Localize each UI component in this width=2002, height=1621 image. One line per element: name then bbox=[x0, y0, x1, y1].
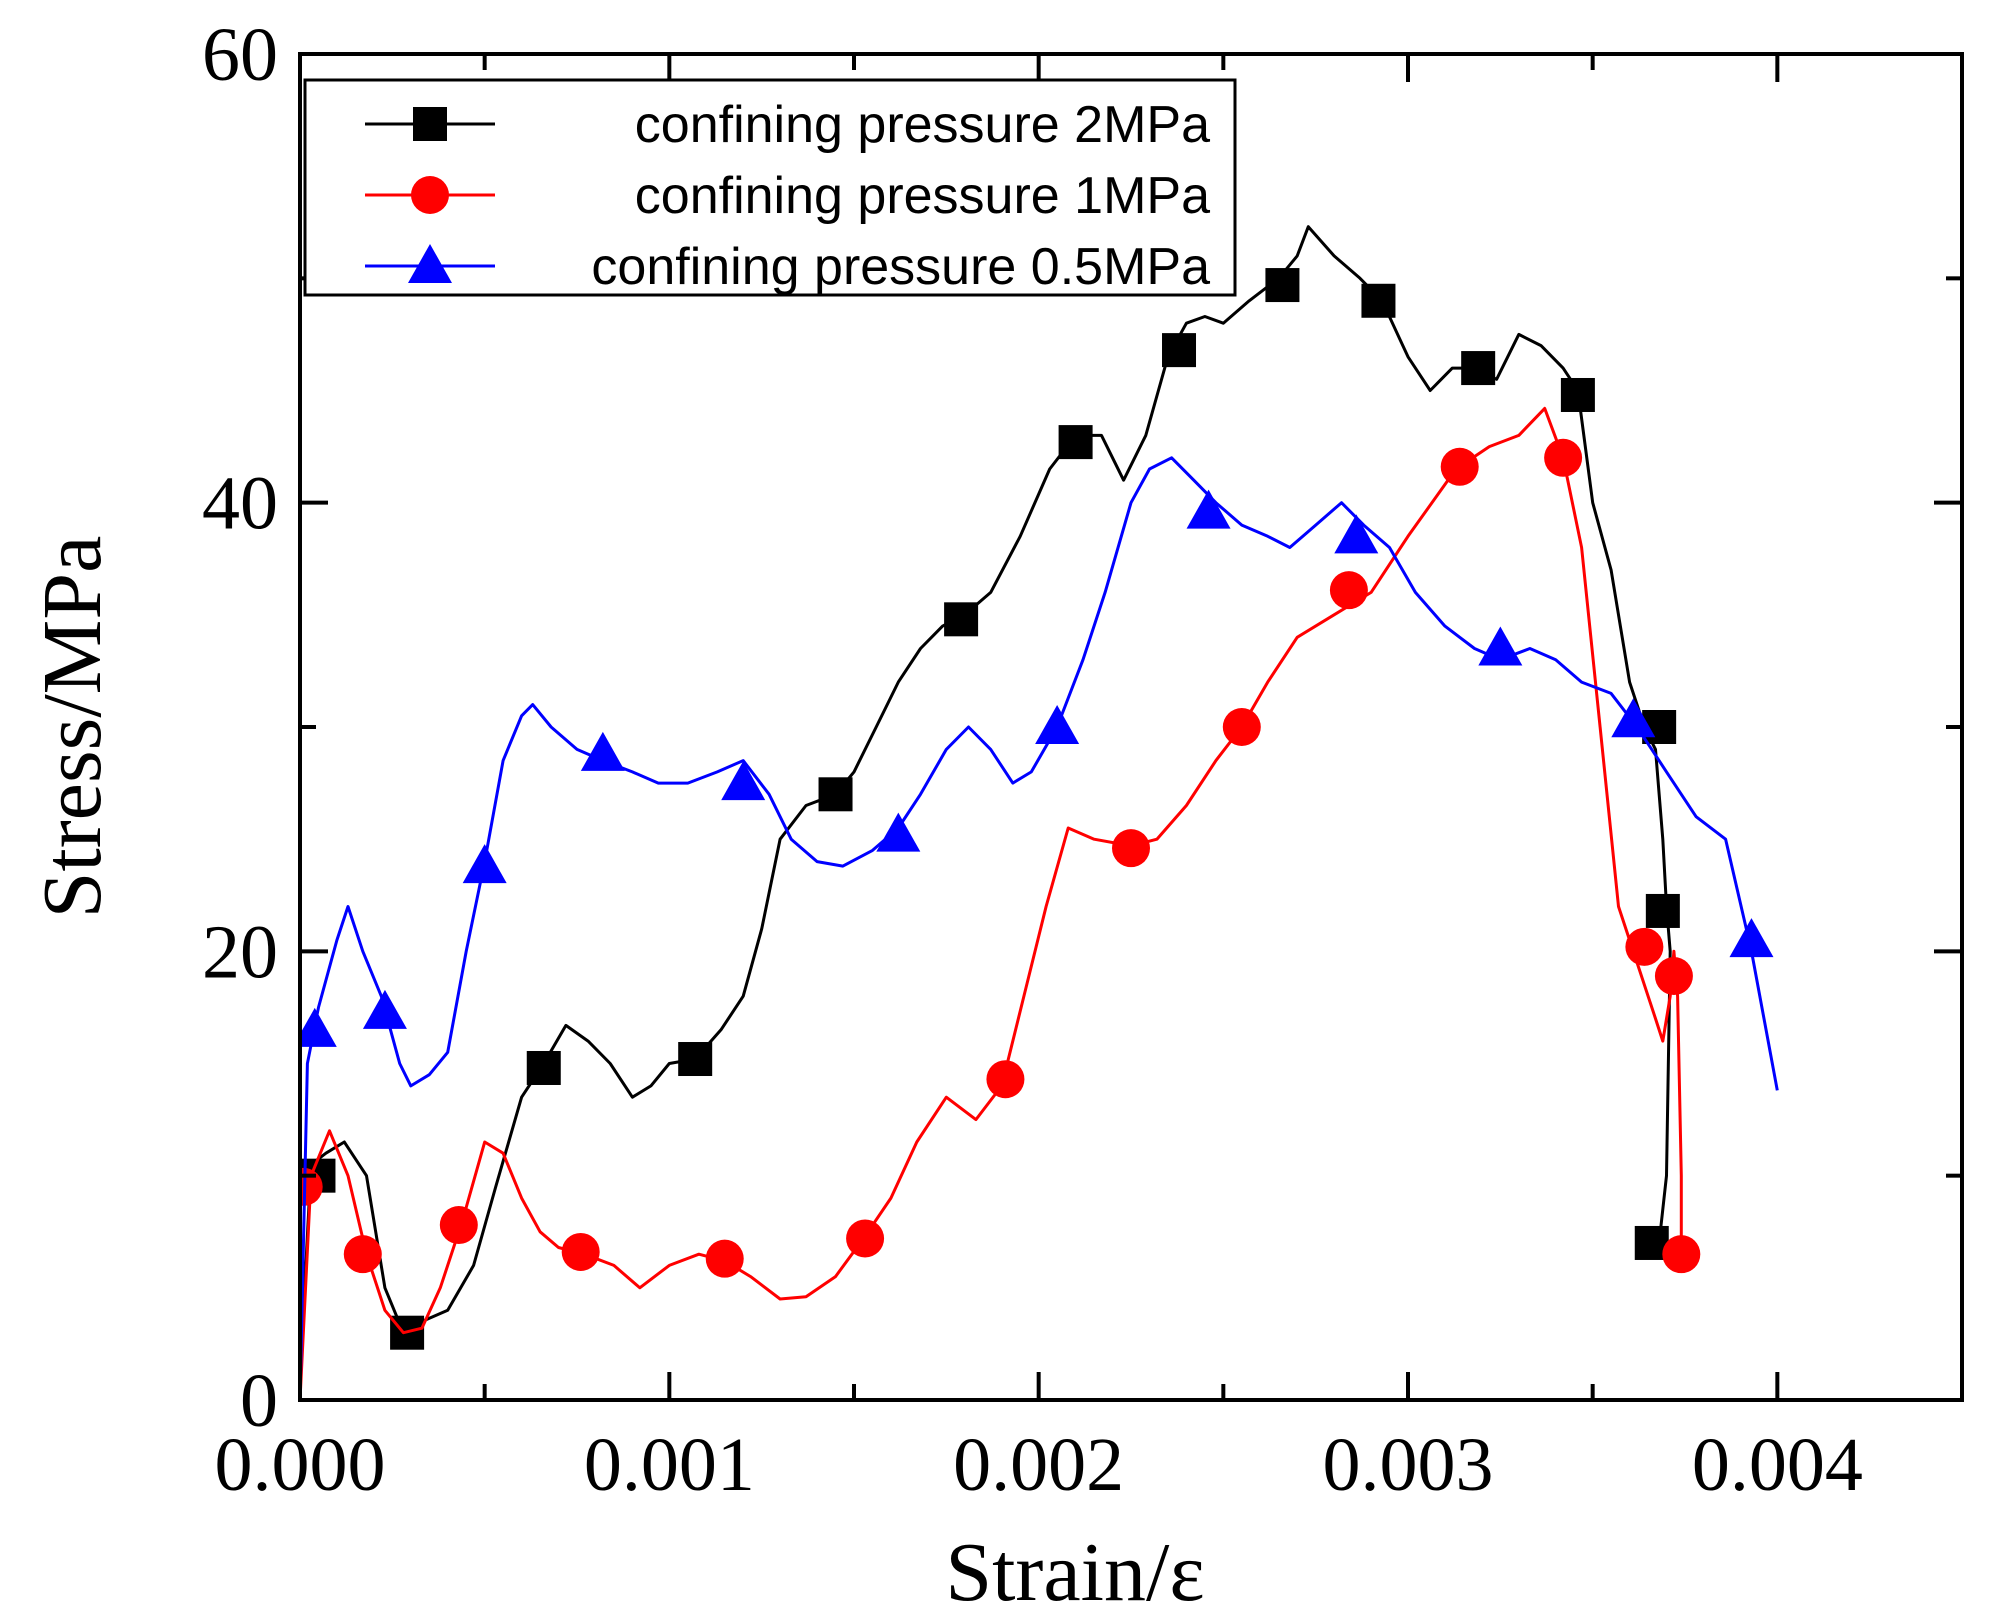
axes-layer: 0.000 0.001 0.002 0.003 0.004 0 20 40 60 bbox=[202, 13, 1962, 1507]
data-point-1mpa bbox=[1222, 708, 1261, 746]
y-axis-title: Stress/MPa bbox=[26, 536, 119, 919]
data-point-0-5mpa bbox=[362, 989, 407, 1029]
data-point-2mpa bbox=[526, 1050, 561, 1085]
data-point-0-5mpa bbox=[721, 761, 766, 801]
data-point-2mpa bbox=[1162, 333, 1197, 368]
data-point-0-5mpa bbox=[580, 731, 625, 771]
data-point-0-5mpa bbox=[1334, 514, 1379, 554]
data-point-2mpa bbox=[1461, 351, 1496, 386]
legend-label-2mpa: confining pressure 2MPa bbox=[635, 96, 1210, 154]
series-0-5mpa bbox=[300, 456, 1779, 1400]
y-tick-label: 0 bbox=[240, 1359, 278, 1443]
data-point-2mpa bbox=[678, 1042, 713, 1077]
x-tick-label: 0.002 bbox=[953, 1423, 1124, 1507]
data-point-2mpa bbox=[1361, 283, 1396, 318]
legend-marker-0-5mpa bbox=[408, 244, 452, 283]
data-point-0-5mpa bbox=[1186, 489, 1231, 529]
data-point-2mpa bbox=[1265, 268, 1300, 303]
legend-label-0-5mpa: confining pressure 0.5MPa bbox=[591, 238, 1210, 296]
data-point-1mpa bbox=[846, 1219, 885, 1258]
x-tick-label: 0.003 bbox=[1323, 1423, 1494, 1507]
legend-box bbox=[303, 78, 1237, 297]
y-tick-label: 20 bbox=[202, 910, 278, 994]
series-line-0-5mpa bbox=[300, 456, 1779, 1400]
data-point-0-5mpa bbox=[462, 844, 507, 884]
data-point-1mpa bbox=[1329, 571, 1368, 610]
x-tick-label: 0.001 bbox=[584, 1423, 755, 1507]
data-point-1mpa bbox=[1112, 829, 1150, 868]
series-2mpa bbox=[300, 225, 1680, 1378]
data-point-1mpa bbox=[1654, 957, 1693, 996]
data-point-0-5mpa bbox=[1611, 698, 1656, 738]
legend-label-1mpa: confining pressure 1MPa bbox=[635, 167, 1210, 225]
data-point-2mpa bbox=[1560, 377, 1595, 412]
data-point-1mpa bbox=[439, 1206, 478, 1245]
data-point-1mpa bbox=[343, 1235, 382, 1274]
data-point-1mpa bbox=[561, 1232, 600, 1271]
legend-marker-1mpa bbox=[411, 176, 449, 214]
data-point-0-5mpa bbox=[1729, 918, 1774, 958]
x-axis-title: Strain/ε bbox=[945, 1526, 1204, 1619]
data-point-2mpa bbox=[944, 602, 979, 637]
data-point-1mpa bbox=[1440, 447, 1479, 486]
x-tick-label: 0.000 bbox=[215, 1423, 386, 1507]
data-point-0-5mpa bbox=[1035, 705, 1080, 744]
y-tick-label: 40 bbox=[202, 462, 278, 546]
data-point-2mpa bbox=[1058, 425, 1093, 460]
data-point-0-5mpa bbox=[300, 1007, 337, 1047]
data-point-1mpa bbox=[1544, 438, 1583, 477]
series-layer bbox=[300, 225, 1779, 1400]
legend: confining pressure 2MPa confining pressur… bbox=[303, 78, 1237, 297]
legend-marker-2mpa bbox=[413, 107, 447, 141]
data-point-1mpa bbox=[986, 1060, 1025, 1099]
data-point-1mpa bbox=[1662, 1235, 1701, 1274]
data-point-2mpa bbox=[1645, 893, 1680, 928]
data-point-0-5mpa bbox=[1478, 626, 1523, 666]
y-tick-label: 60 bbox=[202, 13, 278, 97]
data-point-0-5mpa bbox=[876, 812, 921, 852]
data-point-2mpa bbox=[818, 777, 853, 812]
x-tick-label: 0.004 bbox=[1692, 1423, 1863, 1507]
data-point-1mpa bbox=[1625, 927, 1664, 966]
data-point-1mpa bbox=[705, 1239, 744, 1278]
